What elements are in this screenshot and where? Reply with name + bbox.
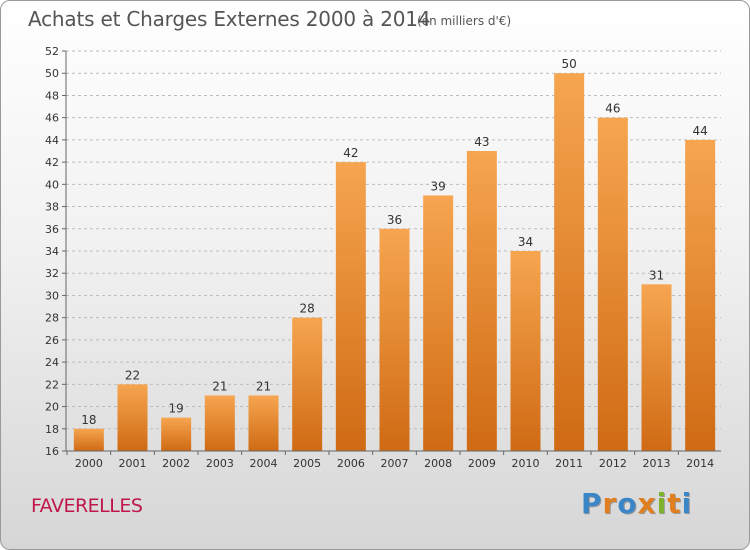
y-tick-label: 30 — [45, 289, 59, 302]
bar — [73, 428, 104, 451]
x-tick-label: 2001 — [119, 457, 147, 470]
data-label: 18 — [81, 413, 96, 427]
y-tick-label: 44 — [45, 134, 59, 147]
chart-subtitle: (en milliers d'€) — [417, 14, 512, 28]
grid-lines — [66, 50, 721, 430]
data-label: 19 — [169, 402, 184, 416]
logo-letter: x — [637, 487, 657, 520]
bars: 18 22 19 21 21 28 42 36 39 43 34 50 46 31 44 — [73, 57, 716, 452]
bar — [466, 151, 497, 451]
y-tick-label: 34 — [45, 245, 59, 258]
x-tick-label: 2012 — [599, 457, 627, 470]
logo-letter: t — [667, 487, 682, 520]
x-tick-label: 2013 — [643, 457, 671, 470]
data-label: 39 — [431, 179, 446, 193]
proxiti-logo[interactable]: Proxiti — [581, 487, 692, 520]
bar — [597, 117, 628, 452]
x-tick-label: 2000 — [75, 457, 103, 470]
data-label: 44 — [693, 124, 708, 138]
bar — [161, 417, 192, 451]
logo-letter: r — [602, 487, 618, 520]
bar — [248, 395, 279, 451]
logo-letter: o — [617, 487, 638, 520]
data-label: 28 — [300, 302, 315, 316]
data-label: 22 — [125, 368, 140, 382]
bar — [510, 251, 541, 451]
y-tick-label: 46 — [45, 112, 59, 125]
data-label: 31 — [649, 268, 664, 282]
y-tick-label: 16 — [45, 445, 59, 458]
data-label: 21 — [212, 379, 227, 393]
data-label: 34 — [518, 235, 533, 249]
bar — [685, 139, 716, 451]
axes: 16 18 20 22 24 26 28 30 32 34 36 38 40 42 44 46 48 50 52 20… — [45, 45, 721, 470]
x-tick-label: 2011 — [555, 457, 583, 470]
data-label: 21 — [256, 379, 271, 393]
data-label: 36 — [387, 213, 402, 227]
x-tick-label: 2005 — [293, 457, 321, 470]
x-tick-label: 2004 — [250, 457, 278, 470]
x-tick-label: 2006 — [337, 457, 365, 470]
x-tick-label: 2002 — [162, 457, 190, 470]
x-tick-label: 2008 — [424, 457, 452, 470]
data-label: 42 — [343, 146, 358, 160]
bar — [554, 73, 585, 451]
y-tick-label: 18 — [45, 423, 59, 436]
x-tick-label: 2009 — [468, 457, 496, 470]
y-tick-label: 20 — [45, 401, 59, 414]
y-tick-label: 42 — [45, 156, 59, 169]
data-label: 46 — [605, 102, 620, 116]
x-tick-label: 2007 — [381, 457, 409, 470]
y-tick-label: 36 — [45, 223, 59, 236]
bar — [335, 162, 366, 451]
x-tick-label: 2003 — [206, 457, 234, 470]
y-tick-label: 40 — [45, 178, 59, 191]
bar — [379, 228, 410, 451]
y-tick-label: 32 — [45, 267, 59, 280]
data-label: 43 — [474, 135, 489, 149]
place-name: FAVERELLES — [31, 495, 143, 517]
bar — [292, 317, 323, 451]
bar — [423, 195, 454, 451]
bar — [204, 395, 235, 451]
y-tick-label: 26 — [45, 334, 59, 347]
bar — [641, 284, 672, 451]
y-tick-label: 48 — [45, 89, 59, 102]
y-tick-label: 52 — [45, 45, 59, 58]
y-tick-label: 28 — [45, 312, 59, 325]
y-tick-label: 24 — [45, 356, 59, 369]
y-tick-label: 50 — [45, 67, 59, 80]
x-tick-label: 2010 — [512, 457, 540, 470]
chart-title: Achats et Charges Externes 2000 à 2014 — [28, 7, 431, 31]
logo-letter: i — [656, 487, 668, 520]
y-tick-label: 38 — [45, 201, 59, 214]
logo-letter: P — [581, 487, 603, 520]
logo-letter: i — [681, 487, 693, 520]
y-tick-label: 22 — [45, 378, 59, 391]
bar — [117, 384, 148, 451]
data-label: 50 — [562, 57, 577, 71]
x-tick-label: 2014 — [686, 457, 714, 470]
